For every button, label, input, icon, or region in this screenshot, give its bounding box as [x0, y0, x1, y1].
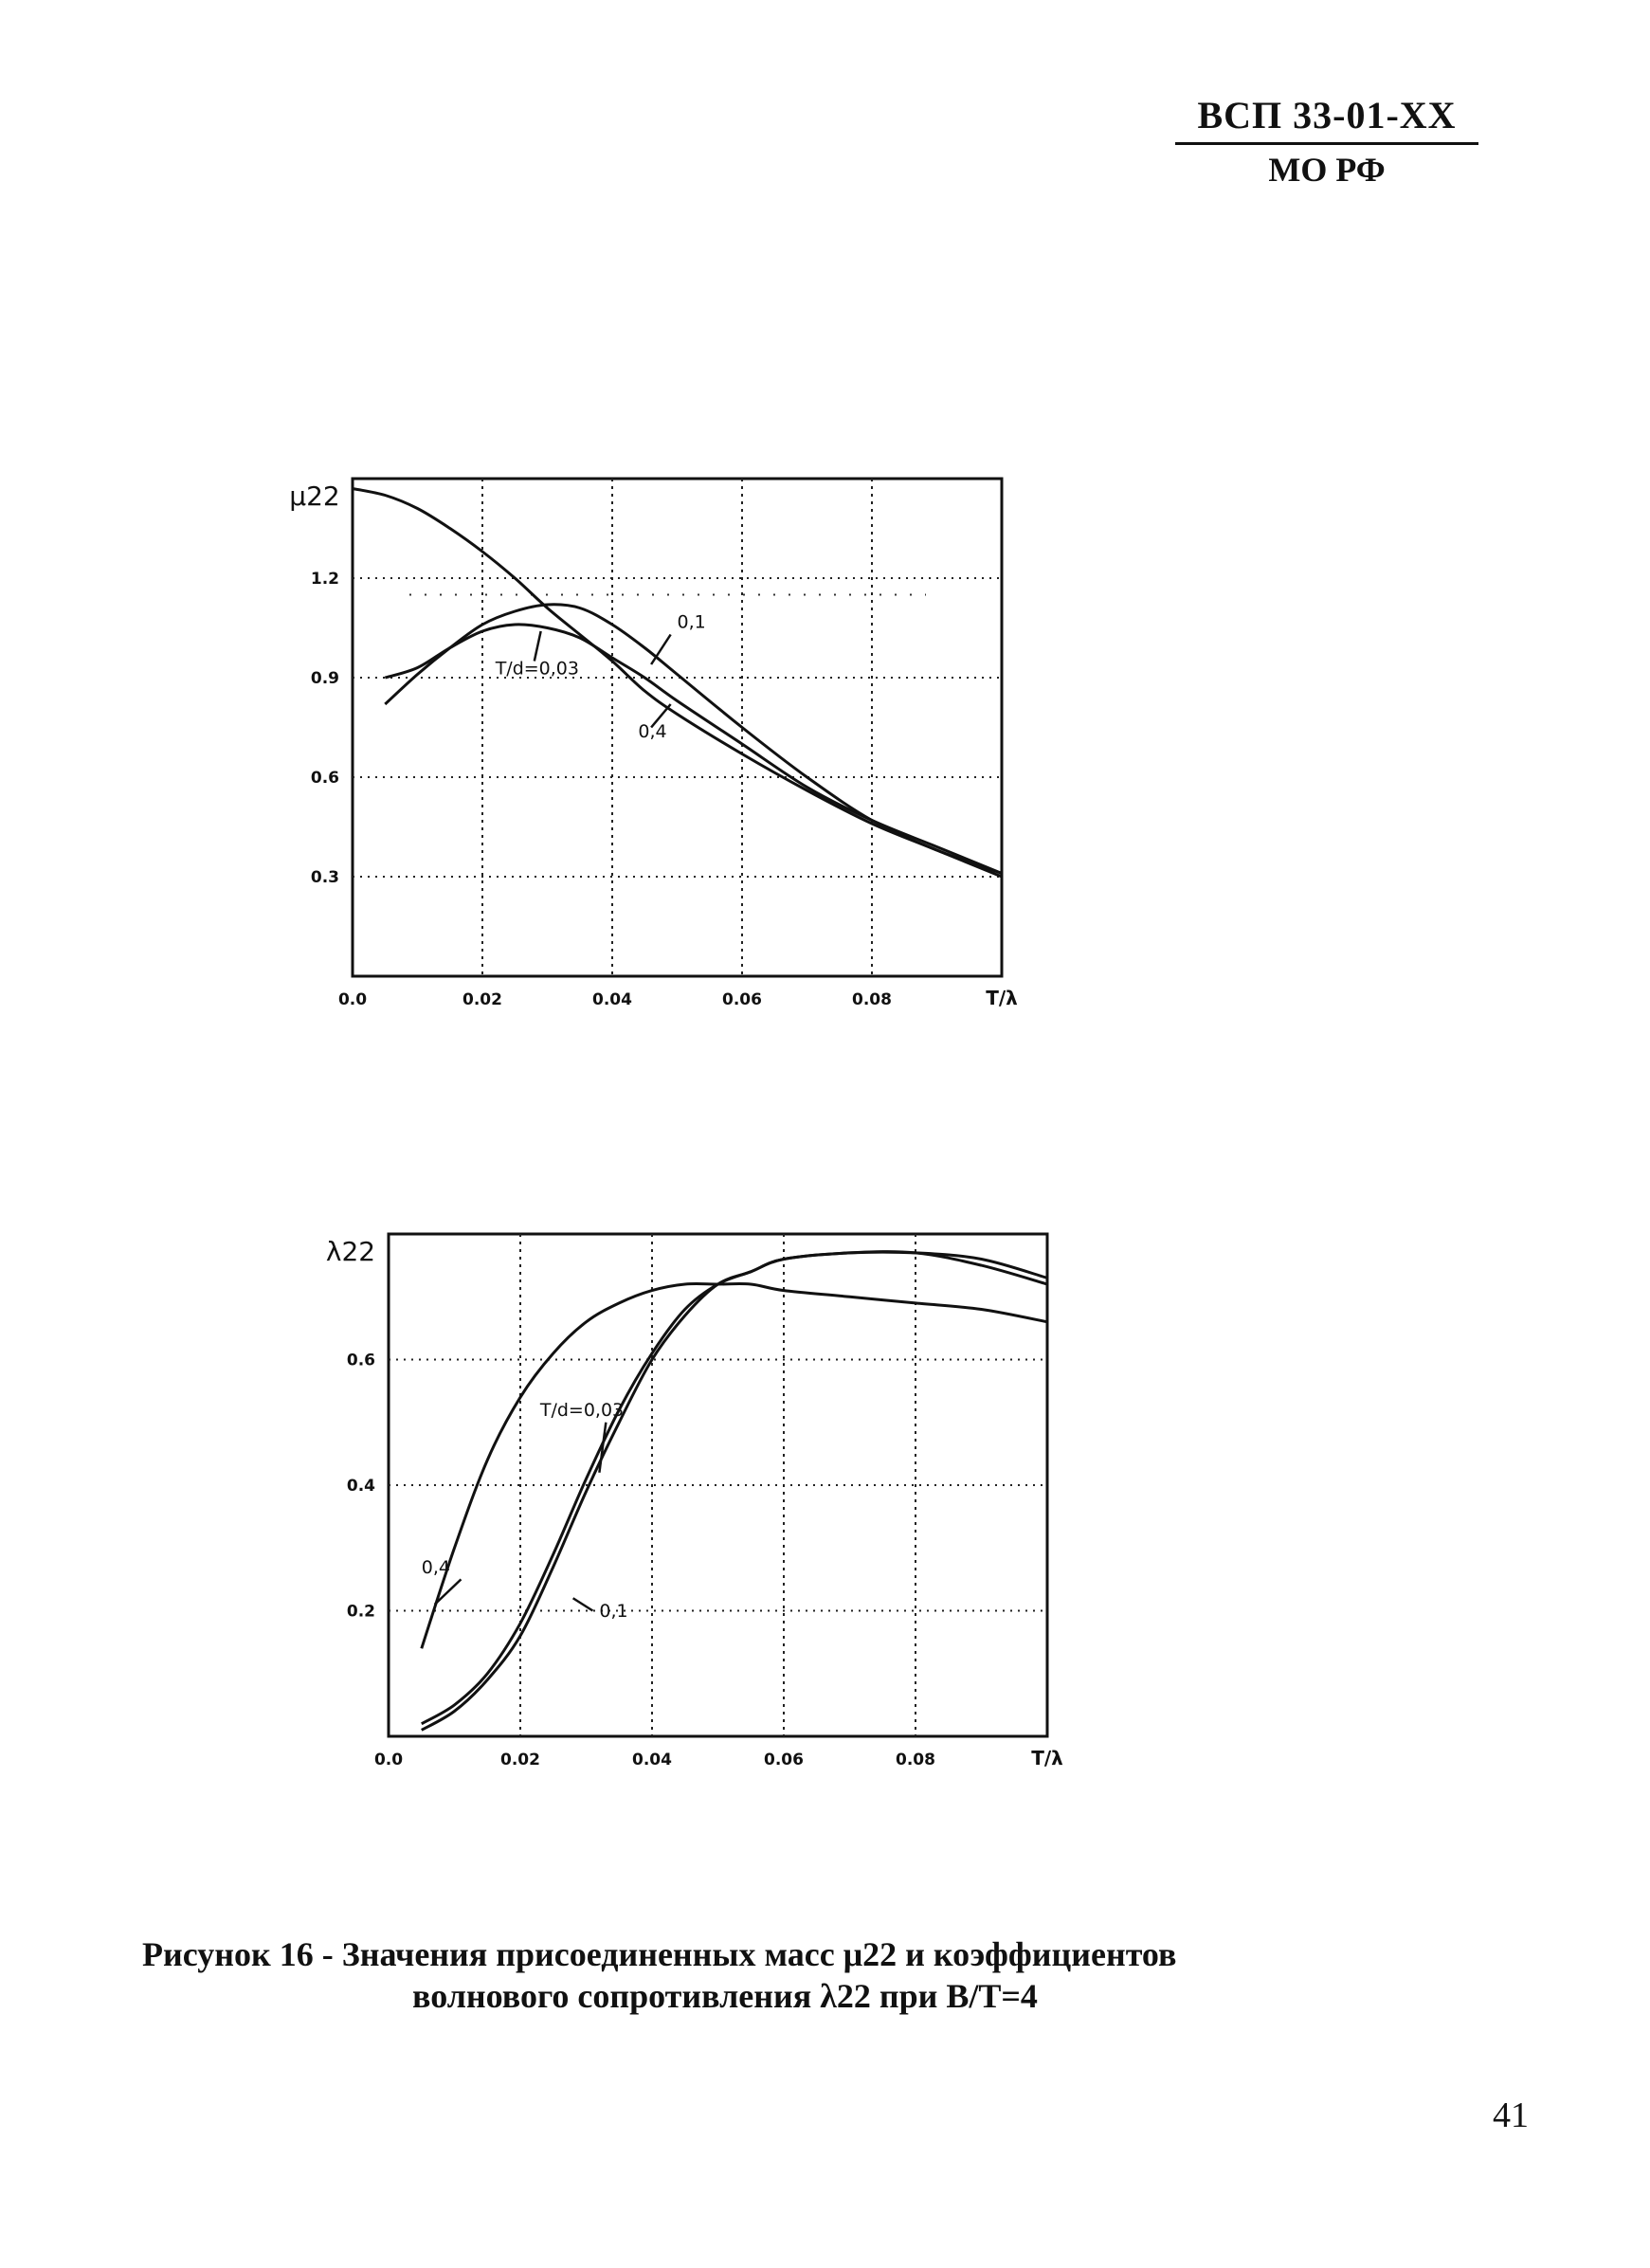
curve-label: T/d=0,03: [539, 1400, 624, 1421]
annotation-leader: [650, 633, 672, 665]
curve-label: 0,1: [599, 1601, 627, 1622]
x-tick-label: 0.06: [764, 1751, 804, 1769]
x-tick-label: 0.0: [338, 990, 367, 1009]
curve-label: 0,1: [678, 612, 706, 633]
series-line-2: [384, 603, 1003, 875]
page-number: 41: [1493, 2096, 1529, 2135]
x-axis-label: T/λ: [986, 987, 1018, 1009]
y-tick-label: 0.4: [347, 1477, 375, 1496]
document-code: ВСП 33-01-ХХ: [1197, 94, 1457, 136]
y-tick-label: 0.6: [347, 1352, 375, 1370]
y-tick-label: 1.2: [311, 570, 339, 589]
document-header: ВСП 33-01-ХХ МО РФ: [1175, 93, 1478, 191]
x-tick-label: 0.02: [500, 1751, 540, 1769]
caption-line-1: Рисунок 16 - Значения присоединенных мас…: [142, 1935, 1177, 1973]
y-axis-label: μ22: [289, 481, 339, 512]
x-tick-label: 0.06: [722, 990, 762, 1009]
caption-line-2: волнового сопротивления λ22 при B/T=4: [412, 1977, 1038, 2015]
x-tick-label: 0.0: [374, 1751, 403, 1769]
series-line-1: [384, 623, 1003, 875]
x-axis-label: T/λ: [1031, 1747, 1063, 1769]
document-organization: МО РФ: [1268, 151, 1386, 189]
x-tick-label: 0.08: [896, 1751, 935, 1769]
y-axis-label: λ22: [326, 1236, 375, 1267]
x-tick-label: 0.04: [592, 990, 632, 1009]
x-tick-label: 0.02: [462, 990, 502, 1009]
curve-label: 0,4: [638, 721, 666, 742]
x-tick-label: 0.04: [632, 1751, 672, 1769]
annotation-leader: [650, 703, 672, 729]
annotation-leader: [533, 630, 542, 662]
y-tick-label: 0.2: [347, 1603, 375, 1622]
chart-mu22: 1.2 0.9 0.6 0.3 0.0 0.02 0.04 0.06 0.08 T/λ μ22 T/d…: [289, 477, 1018, 1009]
x-tick-label: 0.08: [852, 990, 892, 1009]
series-line-2: [421, 1250, 1048, 1726]
y-tick-label: 0.9: [311, 669, 339, 688]
chart-lambda22: 0.6 0.4 0.2 0.0 0.02 0.04 0.06 0.08 T/λ λ22 T/d=0,…: [326, 1232, 1063, 1769]
annotation-leader: [433, 1578, 462, 1606]
annotation-leader: [571, 1597, 594, 1612]
curve-label: 0,4: [422, 1557, 450, 1578]
series-line-3: [352, 487, 1003, 879]
y-tick-label: 0.3: [311, 868, 339, 887]
series-line-3: [420, 1282, 1048, 1649]
series-line-1: [421, 1250, 1048, 1732]
y-tick-label: 0.6: [311, 769, 339, 788]
plot-frame: [351, 477, 1004, 978]
figure-caption: Рисунок 16 - Значения присоединенных мас…: [142, 1933, 1393, 2017]
header-divider: [1175, 142, 1478, 145]
annotation-leader: [598, 1422, 607, 1473]
curve-label: T/d=0,03: [495, 659, 579, 680]
